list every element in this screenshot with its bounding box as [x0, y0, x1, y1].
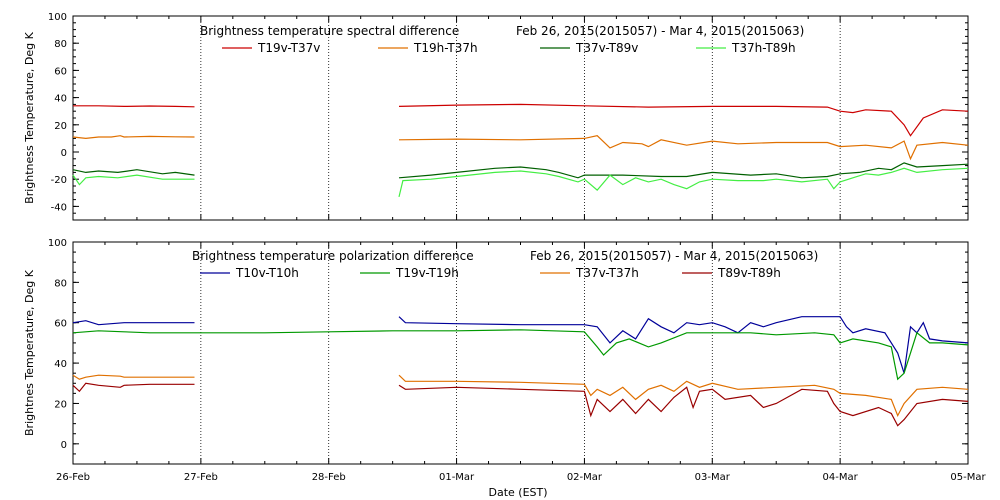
legend-label: T19v-T19h [395, 266, 459, 280]
series-T19v-T19h [72, 329, 969, 381]
legend-label: T37v-T89v [575, 41, 638, 55]
y-tick-label: -40 [51, 202, 67, 213]
series-line [72, 382, 195, 393]
x-axis-ticks: 26-Feb 27-Feb 28-Feb 01-Mar 02-Mar 03-Mar 04-M… [56, 472, 987, 483]
panel-date-range: Feb 26, 2015(2015057) - Mar 4, 2015(2015… [516, 24, 804, 38]
legend-label: T37v-T37h [575, 266, 639, 280]
y-tick-label: 20 [54, 121, 67, 132]
x-tick-label: 26-Feb [56, 472, 90, 483]
y-tick-label: 0 [61, 440, 67, 451]
y-tick-label: 100 [48, 238, 67, 249]
series-line [398, 316, 969, 374]
series-T19v-T37v [73, 103, 969, 137]
legend-label: T19h-T37h [413, 41, 478, 55]
legend-label: T19v-T37v [257, 41, 320, 55]
polarization-difference-panel: 0 20 40 60 80 100 Brightnes Temperature, Deg K… [23, 238, 969, 465]
plot-frame [72, 241, 969, 465]
x-tick-label: 01-Mar [439, 472, 475, 483]
series-line [72, 329, 969, 381]
legend-label: T37h-T89h [731, 41, 796, 55]
y-tick-label: 80 [54, 278, 67, 289]
x-tick-label: 28-Feb [312, 472, 346, 483]
x-tick-label: 05-Mar [950, 472, 986, 483]
y-tick-label: 40 [54, 94, 67, 105]
x-tick-label: 27-Feb [184, 472, 218, 483]
y-tick-label: 80 [54, 39, 67, 50]
y-axis-label: Brightness Temperature, Deg K [23, 31, 36, 203]
y-tick-label: 60 [54, 319, 67, 330]
series-line [73, 105, 195, 108]
series-T37h-T89h [72, 167, 969, 198]
y-tick-label: -20 [51, 175, 67, 186]
series-line [72, 169, 195, 176]
y-tick-label: 0 [61, 148, 67, 159]
x-axis-label: Date (EST) [488, 486, 547, 499]
legend-label: T89v-T89h [717, 266, 781, 280]
legend-label: T10v-T10h [235, 266, 299, 280]
series-line [398, 103, 969, 137]
panel-title: Brightness temperature spectral differen… [200, 24, 459, 38]
y-tick-label: 20 [54, 399, 67, 410]
series-T89v-T89h [72, 382, 969, 427]
series-T37v-T37h [72, 374, 969, 418]
y-axis-label: Brightnes Temperature, Deg K [23, 269, 36, 436]
series-line [398, 167, 969, 198]
x-tick-label: 04-Mar [823, 472, 859, 483]
series-line [398, 374, 969, 418]
series-line [72, 374, 195, 380]
panel-date-range: Feb 26, 2015(2015057) - Mar 4, 2015(2015… [530, 249, 818, 263]
series-T19h-T37h [72, 135, 969, 161]
y-tick-label: 100 [48, 12, 67, 23]
series-line [398, 135, 969, 161]
y-tick-label: 40 [54, 359, 67, 370]
series-T10v-T10h [72, 316, 969, 374]
series-line [72, 174, 195, 186]
x-tick-label: 02-Mar [567, 472, 603, 483]
x-tick-label: 03-Mar [695, 472, 731, 483]
series-line [72, 135, 195, 140]
panel-title: Brightness temperature polarization diff… [192, 249, 474, 263]
series-line [398, 162, 969, 179]
series-T37v-T89v [72, 162, 969, 179]
y-tick-label: 60 [54, 66, 67, 77]
series-line [398, 384, 969, 427]
series-line [72, 320, 195, 326]
spectral-difference-panel: -40 -20 0 20 40 60 80 100 Brightness Temperature… [23, 12, 969, 221]
